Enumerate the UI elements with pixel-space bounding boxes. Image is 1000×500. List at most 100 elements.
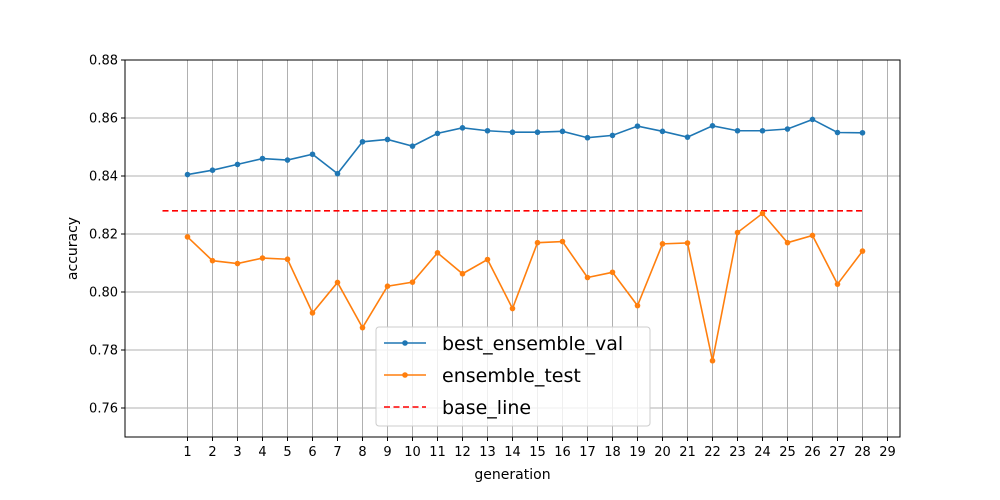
point-ensemble-test [684, 240, 691, 246]
point-ensemble-test [859, 248, 866, 254]
x-tick-label: 28 [854, 445, 871, 460]
legend-marker-best-ensemble-val [402, 340, 408, 346]
x-tick-label: 6 [308, 445, 316, 460]
x-tick-label: 14 [504, 445, 521, 460]
point-ensemble-test [259, 255, 266, 261]
point-ensemble-test [759, 210, 766, 217]
point-ensemble-test [534, 239, 541, 246]
legend-label-ensemble-test: ensemble_test [442, 365, 581, 387]
point-ensemble-test [709, 357, 716, 364]
point-ensemble-test [359, 324, 366, 331]
point-ensemble-test [309, 310, 316, 316]
point-ensemble-test [234, 260, 241, 267]
point-best-ensemble-val [384, 136, 391, 143]
x-tick-label: 15 [529, 445, 546, 460]
x-tick-label: 2 [208, 445, 216, 460]
point-ensemble-test [609, 269, 616, 276]
x-tick-label: 21 [679, 445, 696, 460]
point-ensemble-test [784, 239, 791, 246]
point-best-ensemble-val [834, 129, 841, 136]
point-best-ensemble-val [484, 127, 491, 134]
legend: best_ensemble_val ensemble_test base_lin… [375, 326, 651, 427]
point-best-ensemble-val [559, 128, 566, 135]
point-ensemble-test [409, 279, 416, 285]
x-tick-label: 27 [829, 445, 846, 460]
point-ensemble-test [509, 305, 516, 312]
x-tick-label: 12 [454, 445, 471, 460]
legend-marker-ensemble-test [402, 372, 408, 378]
x-tick-label: 8 [358, 445, 366, 460]
x-tick-label: 25 [779, 445, 796, 460]
x-axis-label: generation [474, 467, 550, 483]
series-line-best-ensemble-val [187, 118, 863, 176]
point-best-ensemble-val [784, 126, 791, 132]
y-tick-label: 0.76 [89, 402, 118, 417]
point-best-ensemble-val [659, 128, 666, 135]
legend-label-base-line: base_line [442, 397, 531, 419]
point-best-ensemble-val [334, 170, 341, 177]
point-best-ensemble-val [259, 155, 266, 162]
x-tick-label: 4 [258, 445, 266, 460]
y-tick-label: 0.84 [89, 170, 118, 185]
point-best-ensemble-val [309, 151, 316, 158]
y-axis-label: accuracy [65, 217, 81, 280]
point-best-ensemble-val [284, 157, 291, 163]
x-tick-label: 16 [554, 445, 571, 460]
x-tick-label: 20 [654, 445, 671, 460]
x-tick-label: 26 [804, 445, 821, 460]
point-ensemble-test [209, 257, 216, 264]
x-tick-label: 23 [729, 445, 746, 460]
y-tick-label: 0.88 [89, 54, 118, 69]
point-best-ensemble-val [584, 134, 591, 141]
point-ensemble-test [284, 256, 291, 263]
point-ensemble-test [834, 281, 841, 287]
y-tick-label: 0.78 [89, 344, 118, 359]
x-tick-label: 19 [629, 445, 646, 460]
series-lines [162, 118, 864, 361]
point-best-ensemble-val [709, 123, 716, 129]
x-tick-label: 18 [604, 445, 621, 460]
legend-label-best-ensemble-val: best_ensemble_val [442, 333, 623, 355]
point-ensemble-test [334, 279, 341, 286]
point-ensemble-test [584, 274, 591, 281]
point-best-ensemble-val [809, 116, 816, 123]
point-best-ensemble-val [684, 134, 691, 140]
axis-ticks: 1 2 3 4 5 6 7 8 9 10 11 12 13 14 15 16 17 18 19 20 21 22 23 24 2… [89, 54, 896, 461]
point-best-ensemble-val [534, 129, 541, 136]
point-ensemble-test [459, 270, 466, 277]
point-best-ensemble-val [234, 161, 241, 168]
point-ensemble-test [559, 238, 566, 245]
x-tick-label: 3 [233, 445, 241, 460]
series-markers [184, 116, 866, 364]
x-tick-label: 22 [704, 445, 721, 460]
point-best-ensemble-val [734, 127, 741, 134]
point-best-ensemble-val [409, 143, 416, 149]
point-ensemble-test [484, 256, 491, 263]
point-best-ensemble-val [184, 171, 191, 178]
series-line-ensemble-test [186, 212, 864, 361]
point-ensemble-test [734, 229, 741, 236]
point-ensemble-test [384, 283, 391, 290]
x-tick-label: 5 [283, 445, 291, 460]
point-best-ensemble-val [434, 130, 441, 137]
x-tick-label: 9 [383, 445, 391, 460]
point-ensemble-test [184, 234, 191, 240]
x-tick-label: 11 [429, 445, 446, 460]
x-tick-label: 1 [183, 445, 191, 460]
x-tick-label: 13 [479, 445, 496, 460]
point-best-ensemble-val [209, 167, 216, 173]
point-ensemble-test [809, 232, 816, 239]
point-ensemble-test [659, 241, 666, 247]
point-best-ensemble-val [359, 138, 366, 145]
point-best-ensemble-val [859, 129, 866, 136]
x-tick-label: 7 [333, 445, 341, 460]
x-tick-label: 29 [879, 445, 896, 460]
y-tick-label: 0.82 [89, 228, 118, 243]
point-ensemble-test [434, 250, 441, 256]
y-tick-label: 0.86 [89, 112, 118, 127]
point-best-ensemble-val [759, 127, 766, 134]
x-tick-label: 17 [579, 445, 596, 460]
point-best-ensemble-val [459, 125, 466, 131]
legend-box [375, 326, 651, 427]
